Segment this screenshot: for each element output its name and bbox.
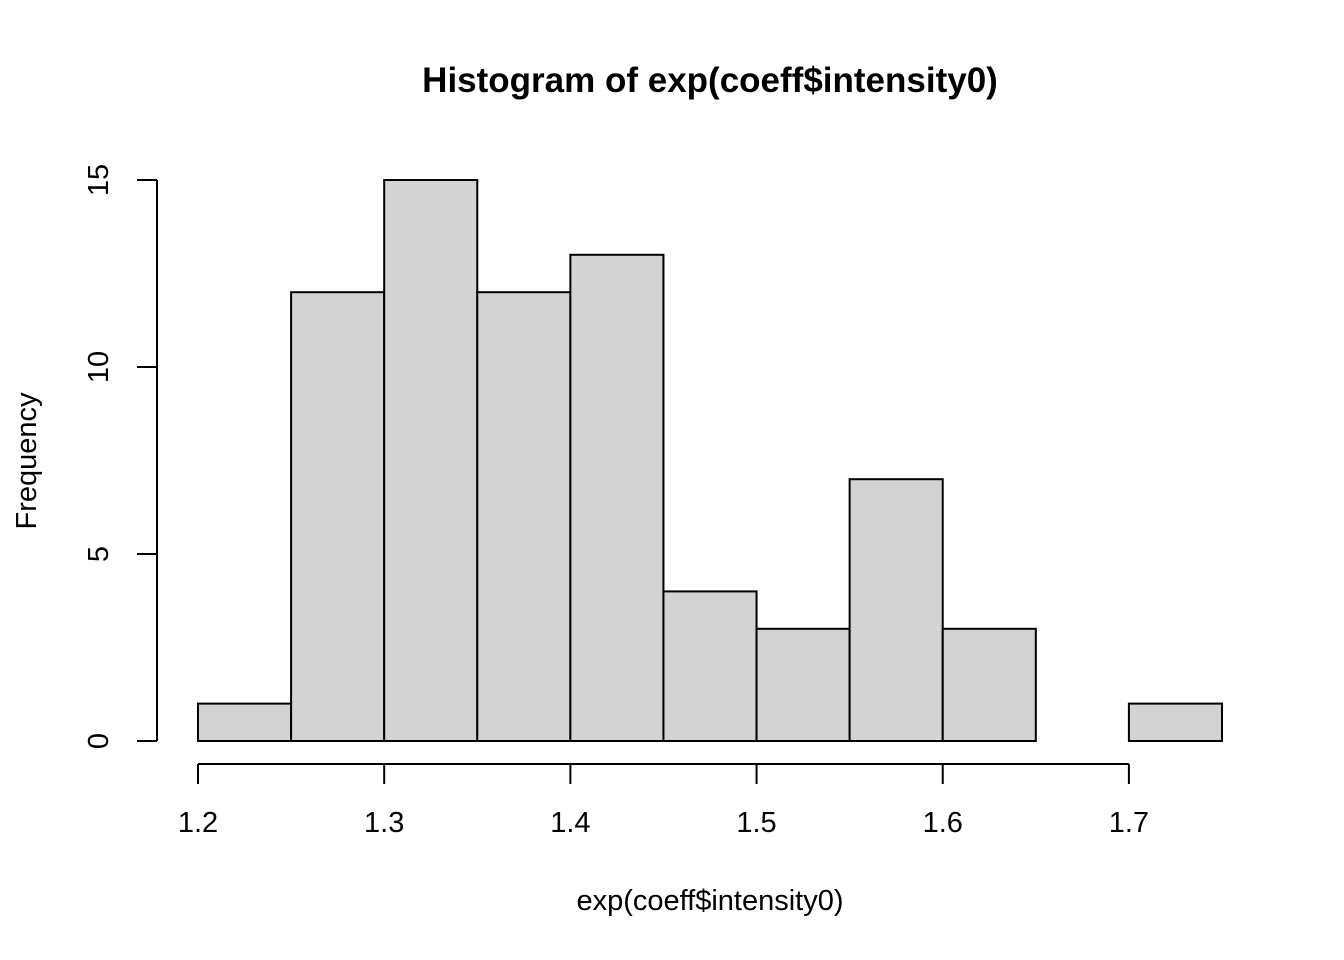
y-tick-label-3: 15 — [83, 164, 115, 196]
x-axis: 1.2 1.3 1.4 1.5 1.6 1.7 — [178, 763, 1149, 839]
x-tick-label-1: 1.3 — [364, 807, 404, 839]
y-axis: 0 5 10 15 — [83, 164, 158, 749]
histogram-bar-8 — [941, 627, 1037, 742]
histogram-bar-7 — [848, 478, 944, 742]
x-tick-label-2: 1.4 — [550, 807, 590, 839]
histogram-bar-4 — [569, 253, 665, 743]
x-tick-label-4: 1.6 — [923, 807, 963, 839]
histogram-bar-0 — [197, 702, 293, 742]
x-axis-label: exp(coeff$intensity0) — [576, 885, 843, 917]
chart-title: Histogram of exp(coeff$intensity0) — [422, 61, 998, 100]
x-tick-label-0: 1.2 — [178, 807, 218, 839]
histogram-bar-6 — [755, 627, 851, 742]
y-tick-label-2: 10 — [83, 351, 115, 383]
y-tick-label-0: 0 — [83, 733, 115, 749]
histogram-bar-2 — [383, 179, 479, 742]
histogram-bar-3 — [476, 291, 572, 742]
y-axis-label: Frequency — [11, 392, 43, 530]
histogram-bar-1 — [290, 291, 386, 742]
histogram-bar-5 — [662, 590, 758, 743]
x-tick-label-5: 1.7 — [1109, 807, 1149, 839]
y-tick-label-1: 5 — [83, 546, 115, 562]
x-tick-label-3: 1.5 — [736, 807, 776, 839]
bars-group — [197, 179, 1223, 743]
histogram-bar-10 — [1127, 702, 1223, 742]
